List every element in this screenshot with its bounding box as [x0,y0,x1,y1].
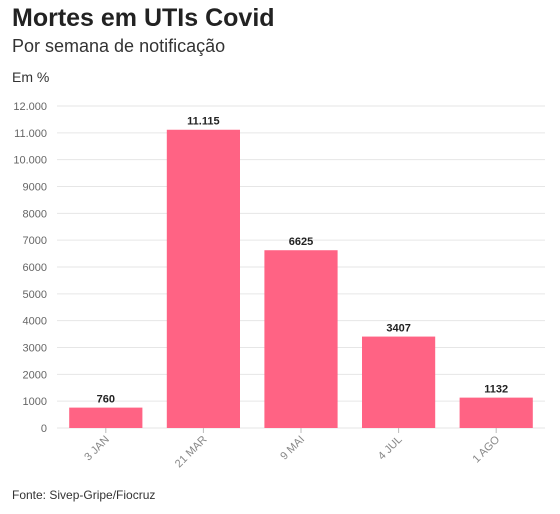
bar [459,397,533,428]
bar [362,336,436,428]
y-tick-label: 0 [41,423,47,435]
chart-title: Mortes em UTIs Covid [12,4,275,32]
bar [69,407,143,428]
x-tick-label: 3 JAN [82,434,112,464]
y-tick-label: 11.000 [14,128,47,140]
source-note: Fonte: Sivep-Gripe/Fiocruz [12,488,156,502]
bar [166,129,240,428]
y-tick-label: 4000 [23,316,47,328]
y-tick-label: 10.000 [13,155,47,167]
bars [69,129,533,428]
data-label: 760 [97,394,115,406]
y-tick-label: 8000 [23,208,47,220]
bar [264,250,338,428]
y-tick-label: 5000 [23,289,47,301]
data-labels: 760 11.115 6625 3407 1132 [97,116,509,406]
x-axis-ticks: 3 JAN 21 MAR 9 MAI 4 JUL 1 AGO [82,428,503,471]
y-tick-label: 1000 [23,396,47,408]
y-tick-label: 3000 [23,343,47,355]
y-tick-label: 7000 [23,235,47,247]
data-label: 11.115 [187,116,219,128]
x-tick-label: 9 MAI [278,434,307,463]
data-label: 1132 [484,384,508,396]
y-tick-label: 6000 [23,262,47,274]
y-tick-label: 9000 [23,182,47,194]
data-label: 3407 [386,323,410,335]
x-tick-label: 1 AGO [470,433,502,465]
x-tick-label: 4 JUL [376,434,405,463]
y-axis-ticks: 0 1000 2000 3000 4000 5000 6000 7000 8000 9000 10.… [13,101,47,435]
data-label: 6625 [289,236,313,248]
unit-label: Em % [12,69,50,85]
x-tick-label: 21 MAR [173,434,210,471]
y-tick-label: 12.000 [13,101,47,113]
chart-subtitle: Por semana de notificação [12,36,226,56]
y-tick-label: 2000 [23,369,47,381]
